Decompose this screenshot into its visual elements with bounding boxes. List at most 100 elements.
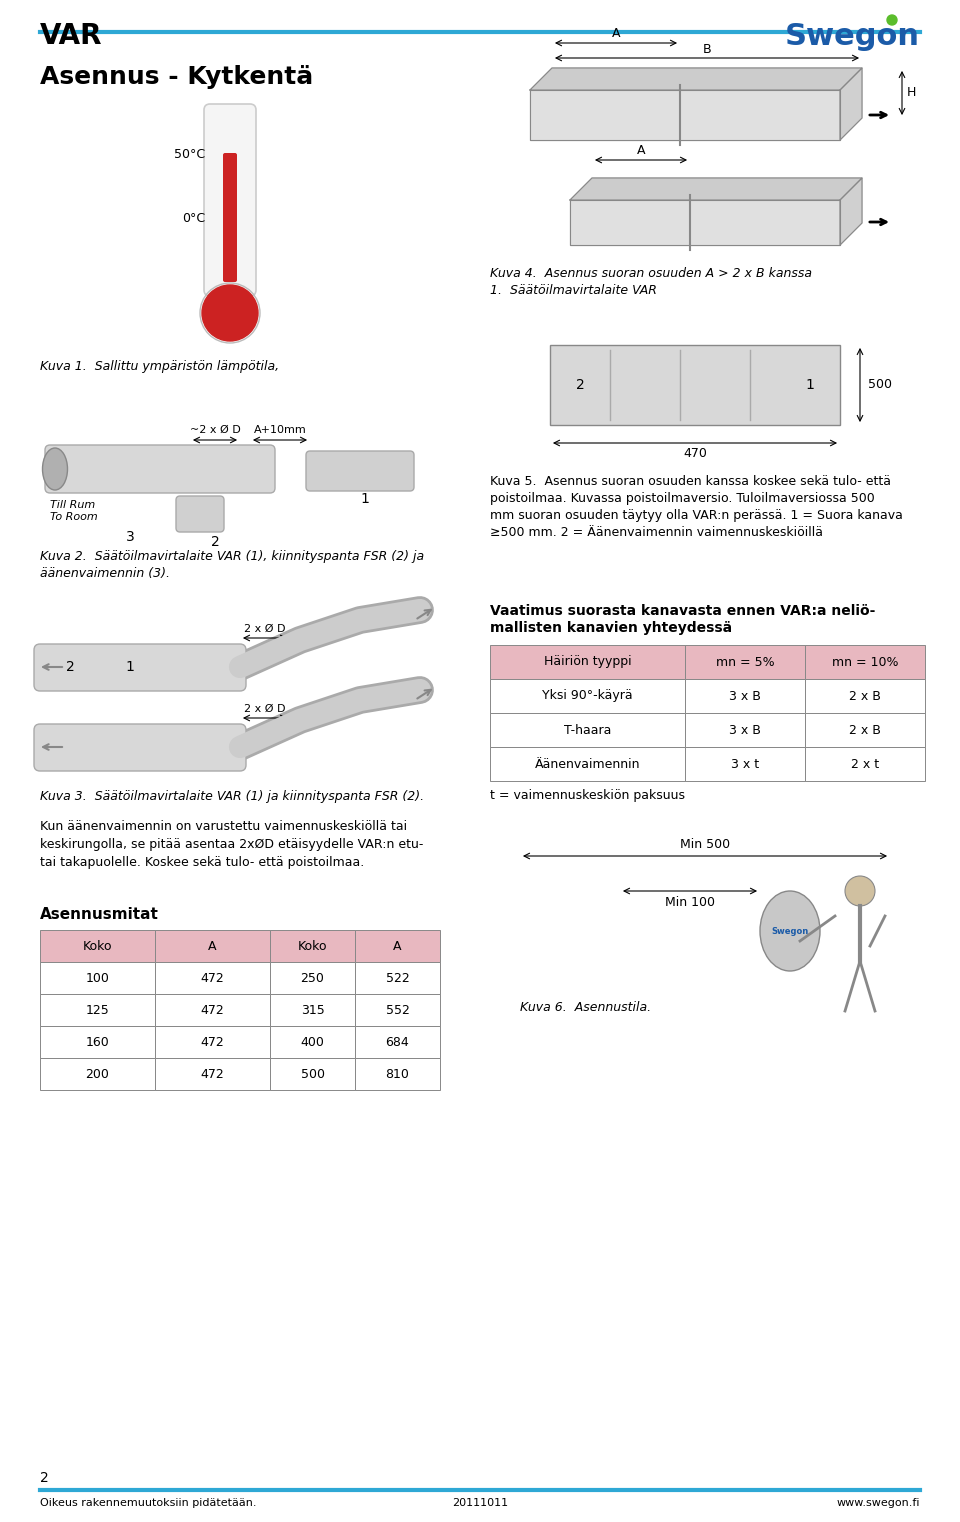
Bar [270,994,355,1026]
Polygon shape [530,68,862,90]
Text: Kuva 1.  Sallittu ympäristön lämpötila,: Kuva 1. Sallittu ympäristön lämpötila, [40,361,279,373]
Text: mn = 10%: mn = 10% [831,656,899,668]
Polygon shape [840,68,862,140]
Text: 472: 472 [201,1067,225,1081]
FancyBboxPatch shape [204,103,256,295]
Text: T-haara: T-haara [564,723,612,737]
Bar [40,1058,155,1090]
Text: Asennusmitat: Asennusmitat [40,907,158,922]
Text: 472: 472 [201,1035,225,1049]
FancyBboxPatch shape [176,496,224,533]
Text: Äänenvaimennin: Äänenvaimennin [535,758,640,770]
Text: Koko: Koko [298,939,327,953]
Text: 2 x B: 2 x B [849,689,881,703]
Text: 2 x Ø D: 2 x Ø D [244,705,286,714]
Bar [40,1026,155,1058]
Text: Kuva 6.  Asennustila.: Kuva 6. Asennustila. [520,1001,651,1014]
Text: 400: 400 [300,1035,324,1049]
Text: Kuva 4.  Asennus suoran osuuden A > 2 x B kanssa
1.  Säätöilmavirtalaite VAR: Kuva 4. Asennus suoran osuuden A > 2 x B… [490,266,812,297]
Bar [355,994,440,1026]
Text: Oikeus rakennemuutoksiin pidätetään.: Oikeus rakennemuutoksiin pidätetään. [40,1498,256,1508]
Circle shape [887,15,897,24]
FancyBboxPatch shape [223,154,237,282]
Text: 2: 2 [40,1470,49,1485]
Bar [355,930,440,962]
Text: 500: 500 [300,1067,324,1081]
Text: 20111011: 20111011 [452,1498,508,1508]
Bar [355,962,440,994]
Text: 522: 522 [386,971,409,985]
Text: Vaatimus suorasta kanavasta ennen VAR:a neliö-
mallisten kanavien yhteydessä: Vaatimus suorasta kanavasta ennen VAR:a … [490,604,876,635]
Text: ~2 x Ø D: ~2 x Ø D [190,425,240,435]
Text: 684: 684 [386,1035,409,1049]
Text: Till Rum
To Room: Till Rum To Room [50,501,98,522]
Text: Kuva 5.  Asennus suoran osuuden kanssa koskee sekä tulo- että
poistoilmaa. Kuvas: Kuva 5. Asennus suoran osuuden kanssa ko… [490,475,902,539]
Text: Kuva 2.  Säätöilmavirtalaite VAR (1), kiinnityspanta FSR (2) ja
äänenvaimennin (: Kuva 2. Säätöilmavirtalaite VAR (1), kii… [40,549,424,580]
Text: 0°C: 0°C [181,212,205,225]
Text: 250: 250 [300,971,324,985]
Text: 3 x t: 3 x t [731,758,759,770]
Text: mn = 5%: mn = 5% [716,656,775,668]
Bar [155,1026,270,1058]
Text: 2 x B: 2 x B [849,723,881,737]
FancyBboxPatch shape [306,451,414,492]
Text: 100: 100 [85,971,109,985]
Text: Häiriön tyyppi: Häiriön tyyppi [543,656,632,668]
Bar [270,962,355,994]
Bar [155,930,270,962]
Text: 3: 3 [126,530,134,543]
Bar [805,679,925,712]
Text: Kun äänenvaimennin on varustettu vaimennuskeskiöllä tai
keskirungolla, se pitää : Kun äänenvaimennin on varustettu vaimenn… [40,820,423,869]
Bar [155,1058,270,1090]
Text: A: A [394,939,401,953]
Bar [490,679,685,712]
Text: 470: 470 [684,447,707,460]
Text: t = vaimennuskeskiön paksuus: t = vaimennuskeskiön paksuus [490,788,685,802]
Text: 552: 552 [386,1003,409,1017]
Text: Min 500: Min 500 [680,839,730,851]
Text: Swegon: Swegon [772,927,808,936]
Text: Koko: Koko [83,939,112,953]
FancyBboxPatch shape [45,444,275,493]
Bar [805,747,925,781]
Bar [805,645,925,679]
Bar [550,345,840,425]
Bar [40,930,155,962]
Text: 315: 315 [300,1003,324,1017]
Polygon shape [570,178,862,199]
Polygon shape [570,199,840,245]
Text: 1: 1 [361,492,370,505]
Bar [270,1026,355,1058]
Text: 160: 160 [85,1035,109,1049]
Bar [155,962,270,994]
Text: 2 x t: 2 x t [851,758,879,770]
Text: A: A [612,27,620,40]
Text: 1: 1 [805,377,814,393]
Text: 2: 2 [65,661,74,674]
Ellipse shape [760,890,820,971]
Text: Asennus - Kytkentä: Asennus - Kytkentä [40,65,313,88]
Bar [685,747,805,781]
Text: 3 x B: 3 x B [729,723,761,737]
Text: 500: 500 [868,379,892,391]
Text: 50°C: 50°C [174,149,205,161]
Text: www.swegon.fi: www.swegon.fi [836,1498,920,1508]
Text: VAR: VAR [40,21,103,50]
Bar [490,645,685,679]
Text: Kuva 3.  Säätöilmavirtalaite VAR (1) ja kiinnityspanta FSR (2).: Kuva 3. Säätöilmavirtalaite VAR (1) ja k… [40,790,424,804]
Bar [40,962,155,994]
Bar [270,1058,355,1090]
Bar [490,712,685,747]
Text: 810: 810 [386,1067,409,1081]
Text: 2: 2 [210,536,220,549]
Text: 1: 1 [126,661,134,674]
Bar [155,994,270,1026]
Text: A: A [636,145,645,157]
Text: 200: 200 [85,1067,109,1081]
Text: A+10mm: A+10mm [253,425,306,435]
Circle shape [845,877,875,906]
Bar [685,645,805,679]
Bar [685,679,805,712]
Bar [355,1026,440,1058]
Text: Yksi 90°-käyrä: Yksi 90°-käyrä [542,689,633,703]
